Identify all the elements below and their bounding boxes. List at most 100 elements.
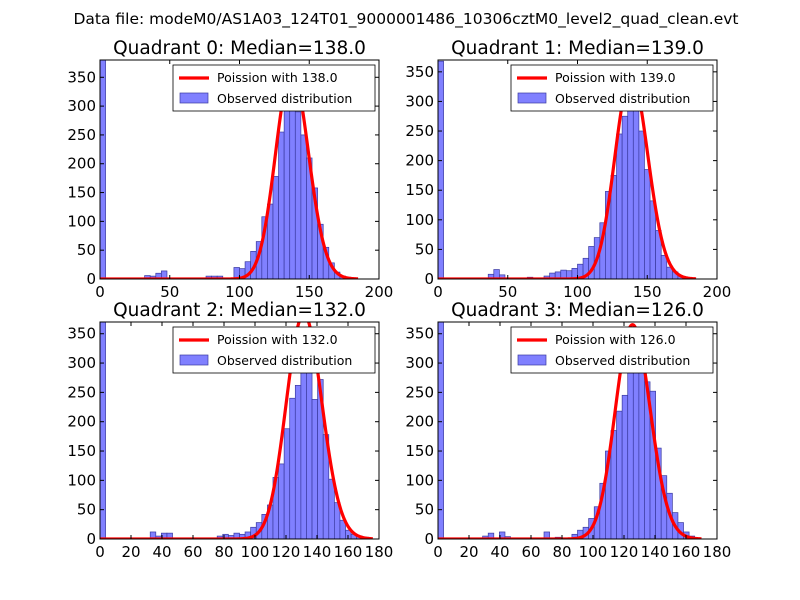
x-tick-label: 60 xyxy=(183,543,202,561)
legend-entry-curve: Poission with 126.0 xyxy=(555,332,676,347)
y-tick-label: 350 xyxy=(405,63,434,81)
histogram-bar xyxy=(278,131,285,279)
y-tick-label: 300 xyxy=(405,92,434,110)
axes-frame xyxy=(99,321,380,540)
legend-bar-swatch xyxy=(179,92,209,104)
legend-entry-curve: Poission with 132.0 xyxy=(217,332,338,347)
plot-title: Quadrant 3: Median=126.0 xyxy=(451,300,704,321)
histogram-bar xyxy=(644,169,651,279)
histogram-bar xyxy=(638,130,645,279)
histogram-bar xyxy=(616,133,623,279)
histogram-bar xyxy=(438,60,444,279)
x-tick-label: 150 xyxy=(295,283,324,301)
legend-entry-curve: Poission with 139.0 xyxy=(555,70,676,85)
x-tick-label: 20 xyxy=(459,543,478,561)
x-tick-label: 150 xyxy=(633,283,662,301)
y-tick-label: 100 xyxy=(405,211,434,229)
quadrant-2-plot: Quadrant 2: Median=132.00 20 40 60 80 100 120 1… xyxy=(67,300,393,561)
y-tick-label: 50 xyxy=(77,501,96,519)
x-tick-label: 80 xyxy=(214,543,233,561)
x-tick-label: 100 xyxy=(241,543,270,561)
histogram-bar xyxy=(289,85,296,279)
y-tick-label: 150 xyxy=(405,181,434,199)
y-tick-label: 250 xyxy=(67,383,96,401)
histogram-bar xyxy=(616,410,623,539)
y-tick-label: 250 xyxy=(405,122,434,140)
y-tick-label: 350 xyxy=(67,68,96,86)
x-tick-label: 100 xyxy=(225,283,254,301)
y-tick-label: 150 xyxy=(405,442,434,460)
y-tick-label: 200 xyxy=(405,152,434,170)
legend-entry-curve: Poission with 138.0 xyxy=(217,70,338,85)
legend-entry-bars: Observed distribution xyxy=(217,353,352,368)
x-tick-label: 60 xyxy=(521,543,540,561)
y-tick-label: 50 xyxy=(415,240,434,258)
x-tick-label: 200 xyxy=(703,283,732,301)
x-tick-label: 80 xyxy=(552,543,571,561)
histogram-bar xyxy=(283,428,291,539)
plot-title: Quadrant 2: Median=132.0 xyxy=(113,300,366,321)
legend: Poission with 139.0 Observed distribution xyxy=(510,64,714,112)
x-tick-label: 50 xyxy=(498,283,517,301)
histogram-bar xyxy=(100,60,106,279)
y-tick-label: 50 xyxy=(77,241,96,259)
histogram-bar xyxy=(294,111,302,279)
x-tick-label: 100 xyxy=(579,543,608,561)
y-tick-label: 0 xyxy=(424,530,434,548)
histogram-bar xyxy=(272,176,279,279)
y-tick-label: 350 xyxy=(405,325,434,343)
legend-bar-swatch xyxy=(517,92,547,104)
x-tick-label: 120 xyxy=(610,543,639,561)
histogram-bar xyxy=(632,107,640,279)
x-tick-label: 100 xyxy=(563,283,592,301)
x-tick-label: 180 xyxy=(365,543,394,561)
x-tick-label: 160 xyxy=(334,543,363,561)
histogram-bar xyxy=(300,359,307,539)
x-tick-label: 50 xyxy=(160,283,179,301)
histogram-bar xyxy=(328,478,335,539)
histogram-bar xyxy=(311,399,318,539)
x-tick-label: 200 xyxy=(365,283,394,301)
histogram-bar xyxy=(627,361,634,539)
x-tick-label: 0 xyxy=(95,543,105,561)
histogram-bars xyxy=(100,60,358,279)
y-tick-label: 300 xyxy=(67,97,96,115)
axes-frame xyxy=(437,321,718,540)
legend-entry-bars: Observed distribution xyxy=(555,91,690,106)
x-tick-label: 40 xyxy=(490,543,509,561)
y-tick-label: 100 xyxy=(67,212,96,230)
y-tick-label: 50 xyxy=(415,501,434,519)
y-tick-label: 150 xyxy=(67,442,96,460)
x-tick-label: 160 xyxy=(672,543,701,561)
histogram-bar xyxy=(438,322,444,539)
y-tick-label: 350 xyxy=(67,325,96,343)
legend-bar-swatch xyxy=(179,354,209,366)
legend-entry-bars: Observed distribution xyxy=(217,91,352,106)
plot-title: Quadrant 0: Median=138.0 xyxy=(113,38,366,59)
y-tick-label: 250 xyxy=(67,126,96,144)
histogram-bar xyxy=(100,322,106,539)
x-tick-label: 120 xyxy=(272,543,301,561)
histogram-bar xyxy=(278,463,285,539)
histogram-bar xyxy=(300,134,307,279)
histogram-bar xyxy=(627,90,634,279)
legend: Poission with 126.0 Observed distribution xyxy=(510,326,714,374)
figure-suptitle: Data file: modeM0/AS1A03_124T01_90000014… xyxy=(73,10,738,29)
y-tick-label: 100 xyxy=(67,471,96,489)
histogram-bar xyxy=(161,270,168,279)
x-tick-label: 140 xyxy=(303,543,332,561)
quadrant-1-plot: Quadrant 1: Median=139.0 0 50 100 150 200 0 50 1… xyxy=(405,38,731,301)
x-tick-label: 180 xyxy=(703,543,732,561)
histogram-bar xyxy=(621,115,629,279)
y-tick-label: 0 xyxy=(86,530,96,548)
x-tick-label: 0 xyxy=(95,283,105,301)
quadrant-3-plot: Quadrant 3: Median=126.00 20 40 60 80 100 120 1… xyxy=(405,300,731,561)
quadrant-0-plot: Quadrant 0: Median=138.0 0 50 100 150 200 0 50 1… xyxy=(67,38,393,301)
x-tick-label: 140 xyxy=(641,543,670,561)
y-tick-label: 200 xyxy=(67,413,96,431)
y-tick-label: 0 xyxy=(86,270,96,288)
x-tick-label: 0 xyxy=(433,283,443,301)
histogram-bar xyxy=(294,384,302,539)
histogram-bars xyxy=(438,60,684,279)
